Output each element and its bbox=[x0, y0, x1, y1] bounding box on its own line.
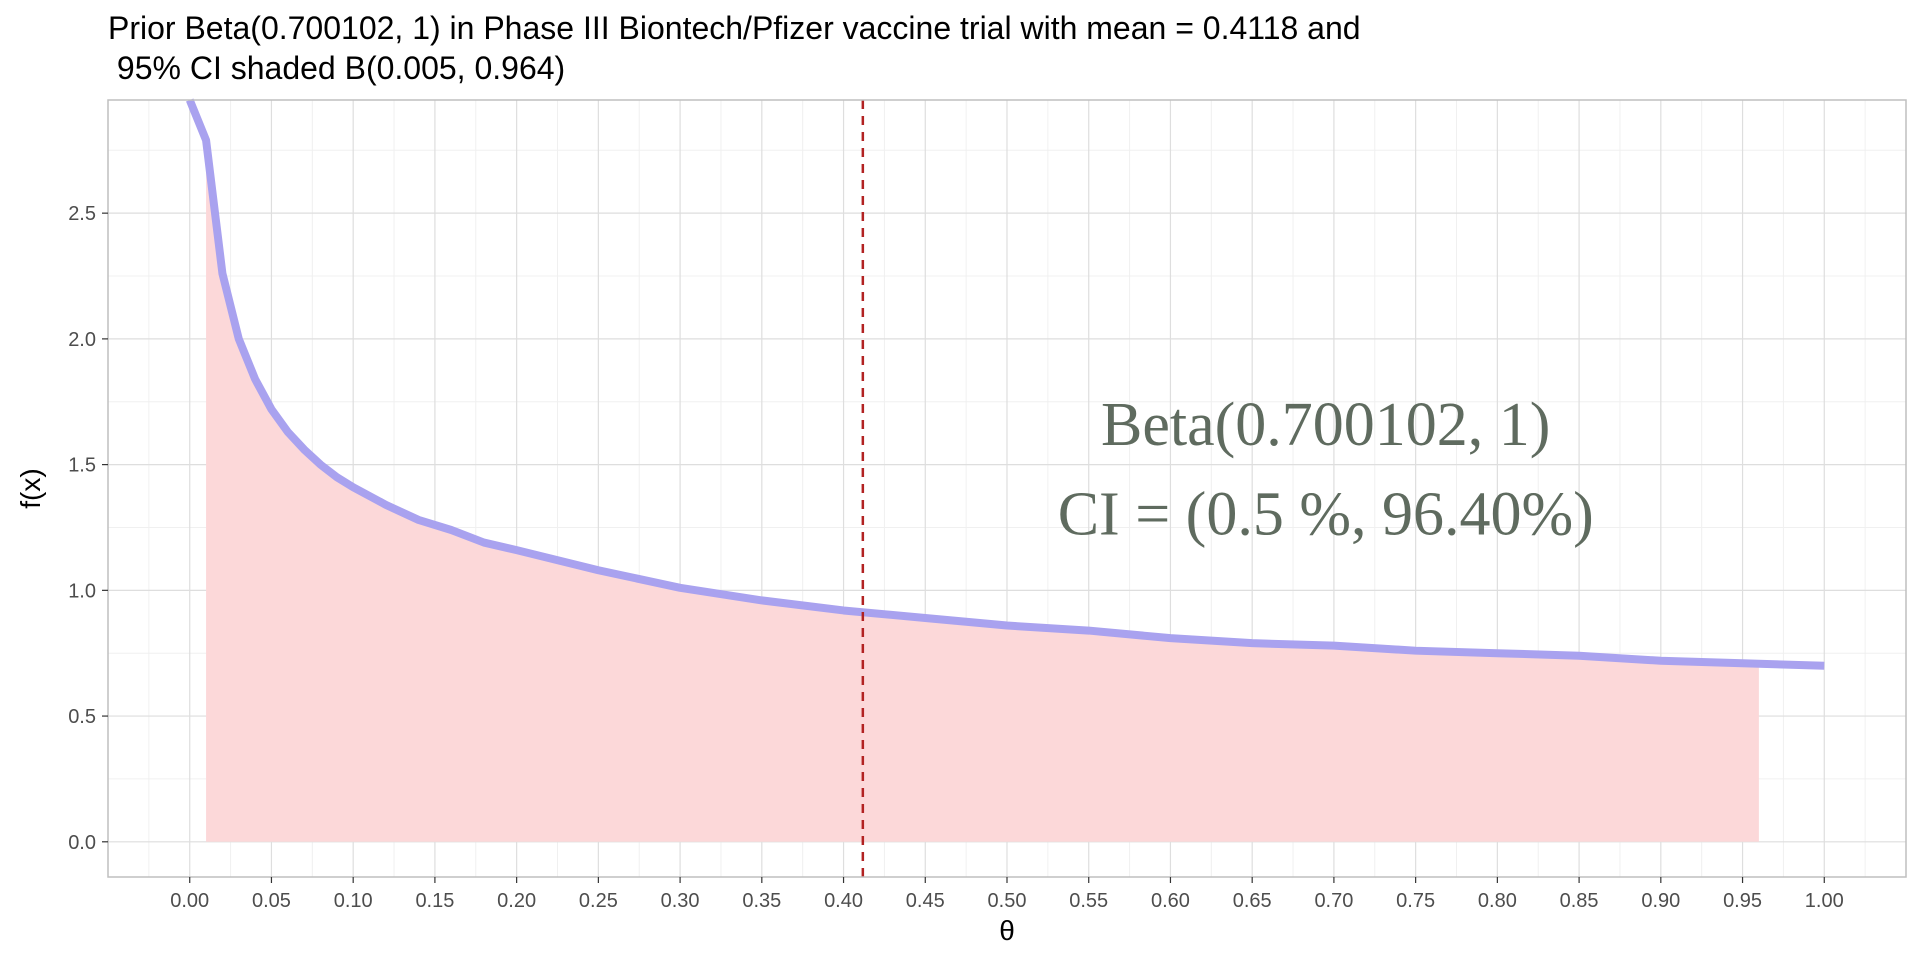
y-tick-label: 2.0 bbox=[68, 329, 96, 351]
x-tick-label: 0.30 bbox=[661, 890, 700, 912]
y-axis-label: f(x) bbox=[15, 468, 46, 508]
density-curve-layer bbox=[186, 98, 1825, 670]
x-axis-ticks: 0.00 0.05 0.10 0.15 0.20 0.25 0.30 0.35 0.40 0.45… bbox=[170, 877, 1844, 912]
x-axis-label: θ bbox=[999, 915, 1015, 946]
y-tick-label: 1.0 bbox=[68, 580, 96, 602]
x-tick-label: 1.00 bbox=[1805, 890, 1844, 912]
x-tick-label: 0.20 bbox=[497, 890, 536, 912]
x-tick-label: 0.60 bbox=[1151, 890, 1190, 912]
x-tick-label: 0.00 bbox=[170, 890, 209, 912]
x-tick-label: 0.90 bbox=[1641, 890, 1680, 912]
density-curve bbox=[186, 98, 1825, 670]
x-tick-label: 0.10 bbox=[334, 890, 373, 912]
x-tick-label: 0.50 bbox=[988, 890, 1027, 912]
x-tick-label: 0.65 bbox=[1233, 890, 1272, 912]
x-tick-label: 0.40 bbox=[824, 890, 863, 912]
annotation-distribution: Beta(0.700102, 1) bbox=[1101, 391, 1550, 459]
x-tick-label: 0.25 bbox=[579, 890, 618, 912]
x-tick-label: 0.45 bbox=[906, 890, 945, 912]
y-axis-ticks: 0.0 0.5 1.0 1.5 2.0 2.5 bbox=[68, 203, 108, 854]
x-tick-label: 0.15 bbox=[415, 890, 454, 912]
x-tick-label: 0.70 bbox=[1314, 890, 1353, 912]
annotation-ci: CI = (0.5 %, 96.40%) bbox=[1058, 480, 1594, 548]
chart-title-line-2: 95% CI shaded B(0.005, 0.964) bbox=[108, 50, 566, 86]
x-tick-label: 0.75 bbox=[1396, 890, 1435, 912]
x-tick-label: 0.35 bbox=[742, 890, 781, 912]
chart-title-line-1: Prior Beta(0.700102, 1) in Phase III Bio… bbox=[108, 10, 1361, 46]
x-tick-label: 0.85 bbox=[1560, 890, 1599, 912]
y-tick-label: 0.0 bbox=[68, 832, 96, 854]
y-tick-label: 1.5 bbox=[68, 455, 96, 477]
x-tick-label: 0.55 bbox=[1069, 890, 1108, 912]
y-tick-label: 2.5 bbox=[68, 203, 96, 225]
y-tick-label: 0.5 bbox=[68, 706, 96, 728]
x-tick-label: 0.05 bbox=[252, 890, 291, 912]
ci-shaded-area-layer bbox=[206, 140, 1759, 842]
x-tick-label: 0.95 bbox=[1723, 890, 1762, 912]
x-tick-label: 0.80 bbox=[1478, 890, 1517, 912]
chart-title: Prior Beta(0.700102, 1) in Phase III Bio… bbox=[108, 8, 1888, 88]
ci-shaded-area bbox=[206, 140, 1759, 842]
